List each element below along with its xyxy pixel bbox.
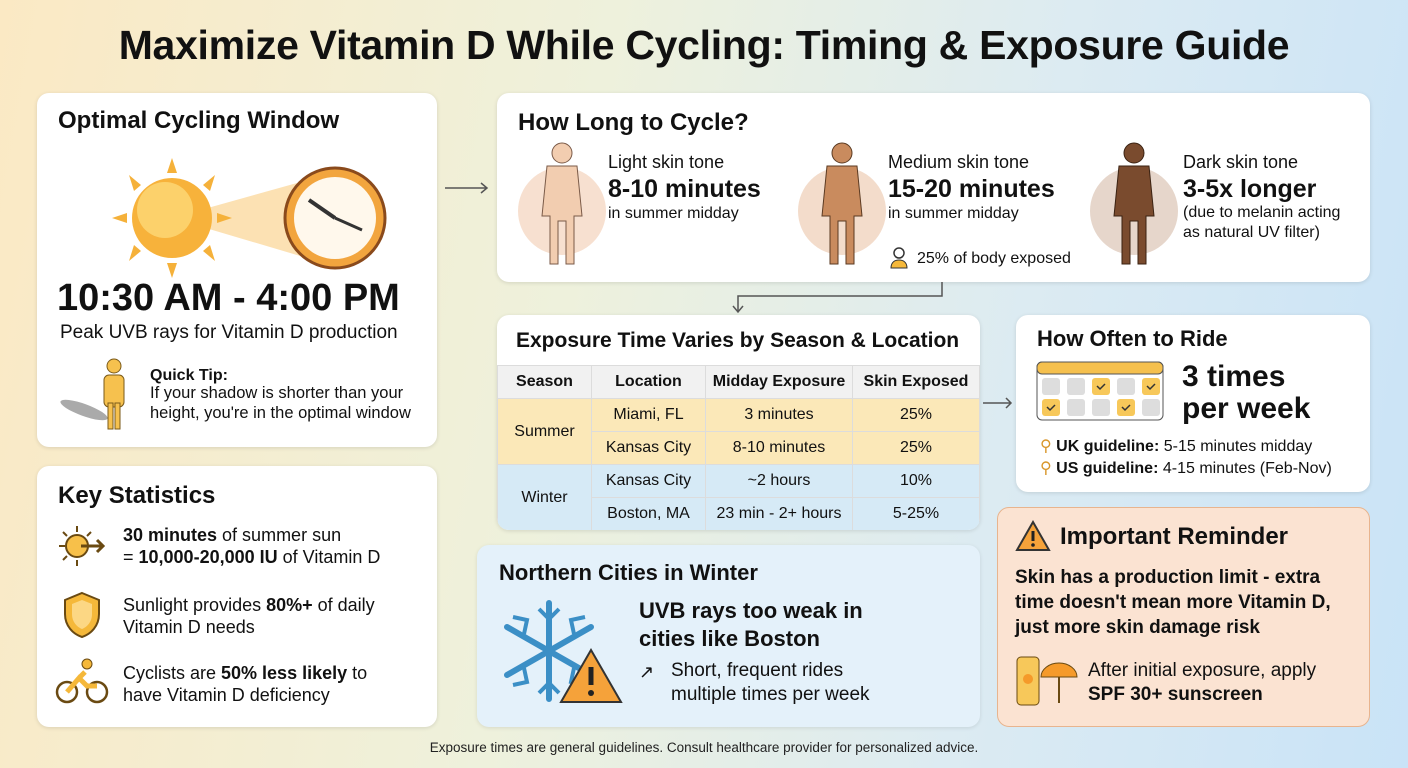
- quick-tip-label: Quick Tip:: [150, 367, 228, 384]
- quick-tip-text: If your shadow is shorter than your heig…: [150, 384, 411, 422]
- warning-icon: [1015, 520, 1051, 551]
- northern-tip: Short, frequent rides multiple times per…: [671, 660, 870, 705]
- table-row: Winter Kansas City ~2 hours 10%: [497, 464, 980, 530]
- location-pin-icon: ⚲: [1040, 460, 1052, 477]
- sun-clock-icon: [112, 158, 387, 278]
- key-statistics-card: Key Statistics 30 minutes of summer sun =…: [37, 466, 437, 727]
- table-header-row: Season Location Midday Exposure Skin Expose…: [497, 365, 980, 399]
- arrow-right-icon: [983, 397, 1013, 409]
- dark-tone-time: 3-5x longer: [1183, 175, 1317, 203]
- medium-tone-label: Medium skin tone: [888, 152, 1030, 172]
- optimal-subtitle: Peak UVB rays for Vitamin D production: [60, 322, 398, 343]
- calendar-icon: [1036, 361, 1164, 421]
- dark-tone-note: (due to melanin acting as natural UV fil…: [1183, 204, 1341, 241]
- snowflake-warning-icon: [504, 600, 623, 703]
- optimal-window-card: Optimal Cycling Window 10:30 AM - 4:00 P…: [37, 93, 437, 447]
- optimal-time: 10:30 AM - 4:00 PM: [57, 277, 400, 319]
- season-table-card: Exposure Time Varies by Season & Locatio…: [497, 315, 980, 530]
- card-heading: Exposure Time Varies by Season & Locatio…: [516, 329, 960, 352]
- light-tone-time: 8-10 minutes: [608, 175, 761, 203]
- light-tone-label: Light skin tone: [608, 152, 725, 172]
- reminder-main: Skin has a production limit - extra time…: [1015, 567, 1331, 638]
- card-heading: Important Reminder: [1060, 523, 1289, 550]
- page-title: Maximize Vitamin D While Cycling: Timing…: [118, 22, 1290, 68]
- shield-icon: [64, 591, 100, 639]
- uk-guideline: ⚲ UK guideline: 5-15 minutes midday: [1040, 438, 1313, 455]
- stat-sunlight-text: Sunlight provides 80%+ of daily Vitamin D…: [123, 595, 375, 637]
- table-row: Summer Miami, FL 3 minutes 25%: [497, 398, 980, 465]
- card-heading: Northern Cities in Winter: [499, 560, 758, 585]
- body-exposed-text: 25% of body exposed: [917, 250, 1071, 267]
- medium-tone-note: in summer midday: [888, 205, 1019, 222]
- trend-up-icon: ↗: [639, 662, 655, 682]
- person-icon: [890, 247, 908, 269]
- arrow-right-icon: [445, 182, 489, 194]
- sun-arrow-icon: [59, 526, 106, 566]
- us-guideline: ⚲ US guideline: 4-15 minutes (Feb-Nov): [1040, 460, 1332, 477]
- sunscreen-umbrella-icon: [1016, 656, 1078, 706]
- card-heading: Optimal Cycling Window: [58, 107, 340, 134]
- season-table: Season Location Midday Exposure Skin Expose…: [497, 365, 980, 530]
- card-heading: How Long to Cycle?: [518, 109, 749, 136]
- card-heading: How Often to Ride: [1037, 326, 1228, 351]
- northern-cities-card: Northern Cities in Winter UVB rays too w…: [477, 545, 980, 727]
- person-shadow-icon: [60, 358, 125, 430]
- dark-tone-label: Dark skin tone: [1183, 152, 1299, 172]
- footer-disclaimer: Exposure times are general guidelines. C…: [429, 740, 979, 755]
- card-heading: Key Statistics: [58, 482, 216, 509]
- connector-arrow-icon: [732, 282, 943, 314]
- stat-sun-text: 30 minutes of summer sun = 10,000-20,000 …: [123, 525, 381, 567]
- stat-cyclists-text: Cyclists are 50% less likely to have Vita…: [123, 663, 368, 705]
- northern-main: UVB rays too weak in cities like Boston: [639, 598, 863, 651]
- light-tone-note: in summer midday: [608, 205, 739, 222]
- dark-skin-person-icon: [1090, 142, 1178, 265]
- how-often-card: How Often to Ride 3 times per week ⚲ UK g…: [1016, 315, 1370, 492]
- medium-tone-time: 15-20 minutes: [888, 175, 1055, 203]
- frequency-value: 3 times per week: [1182, 360, 1311, 425]
- cyclist-icon: [55, 658, 109, 704]
- location-pin-icon: ⚲: [1040, 438, 1052, 455]
- important-reminder-card: Important Reminder Skin has a production…: [997, 507, 1370, 727]
- medium-skin-person-icon: [798, 142, 886, 265]
- how-long-card: How Long to Cycle? Light skin tone 8-10 …: [497, 93, 1370, 282]
- light-skin-person-icon: [518, 142, 606, 265]
- sunscreen-text: After initial exposure, apply SPF 30+ sun…: [1088, 660, 1317, 705]
